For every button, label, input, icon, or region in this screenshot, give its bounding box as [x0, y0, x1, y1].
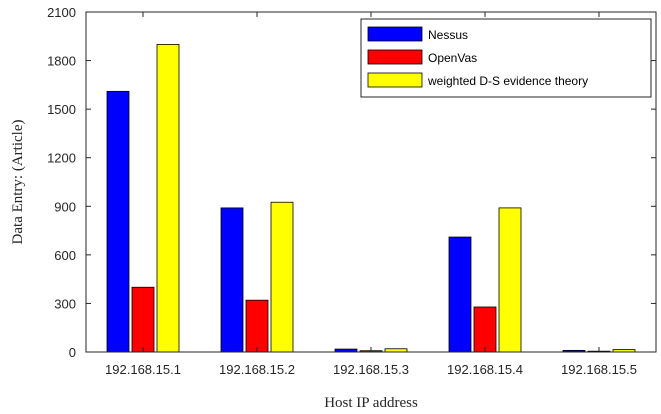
- y-axis-ticks: 0 300 600 900 1200 1500 1800 2100: [47, 5, 656, 360]
- legend-swatch-weighted-d-s-evidence-theory: [367, 72, 423, 88]
- legend-label-openvas: OpenVas: [428, 51, 477, 65]
- bar-weighted-d-s-evidence-theory-4: [498, 207, 522, 353]
- bar-openvas-2: [245, 299, 269, 353]
- bar-weighted-d-s-evidence-theory-2: [270, 201, 294, 353]
- bar-weighted-d-s-evidence-theory-1: [156, 43, 180, 353]
- y-tick-label: 300: [54, 296, 76, 311]
- legend-swatch-nessus: [367, 26, 423, 42]
- bar-nessus-1: [106, 90, 130, 353]
- bar-openvas-1: [131, 286, 155, 353]
- x-axis-title: Host IP address: [324, 395, 418, 411]
- x-tick-label: 192.168.15.5: [561, 362, 637, 377]
- y-tick-label: 900: [54, 199, 76, 214]
- y-tick-label: 2100: [47, 5, 76, 20]
- y-tick-label: 1200: [47, 151, 76, 166]
- bar-nessus-2: [220, 207, 244, 353]
- x-tick-label: 192.168.15.3: [333, 362, 409, 377]
- legend-label-weighted-d-s-evidence-theory: weighted D-S evidence theory: [427, 74, 588, 88]
- bar-openvas-4: [473, 306, 497, 353]
- legend-label-nessus: Nessus: [428, 28, 468, 42]
- y-tick-label: 0: [69, 345, 76, 360]
- y-tick-label: 1800: [47, 54, 76, 69]
- legend-swatch-openvas: [367, 49, 423, 65]
- x-tick-label: 192.168.15.2: [219, 362, 295, 377]
- y-axis-title: Data Entry: (Article): [10, 120, 26, 245]
- bar-nessus-4: [448, 236, 472, 353]
- x-tick-label: 192.168.15.4: [447, 362, 523, 377]
- x-axis-ticks: 192.168.15.1 192.168.15.2 192.168.15.3 192.…: [105, 12, 637, 377]
- x-tick-label: 192.168.15.1: [105, 362, 181, 377]
- y-tick-label: 1500: [47, 102, 76, 117]
- y-tick-label: 600: [54, 248, 76, 263]
- legend: Nessus OpenVas weighted D-S evidence theor…: [360, 18, 652, 98]
